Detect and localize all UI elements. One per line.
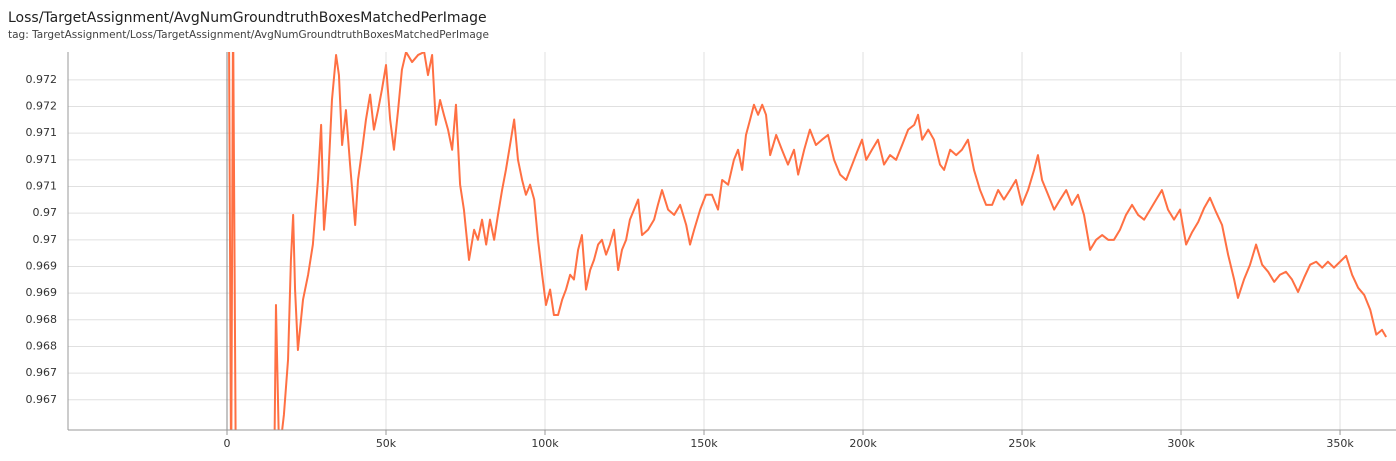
x-tick-label: 100k: [531, 437, 559, 450]
y-tick-label: 0.968: [26, 313, 58, 326]
x-tick-label: 50k: [376, 437, 397, 450]
y-tick-label: 0.969: [26, 286, 58, 299]
y-tick-label: 0.969: [26, 259, 58, 272]
grid: [68, 52, 1396, 430]
y-tick-label: 0.971: [26, 179, 58, 192]
y-tick-label: 0.971: [26, 126, 58, 139]
x-tick-label: 350k: [1326, 437, 1354, 450]
data-line: [228, 52, 1388, 430]
x-tick-label: 300k: [1167, 437, 1195, 450]
y-tick-label: 0.968: [26, 339, 58, 352]
plot-area: [228, 52, 1388, 430]
x-tick-label: 0: [224, 437, 231, 450]
y-tick-label: 0.972: [26, 100, 58, 113]
y-tick-label: 0.972: [26, 73, 58, 86]
y-tick-label: 0.971: [26, 153, 58, 166]
chart-subtitle: tag: TargetAssignment/Loss/TargetAssignm…: [8, 29, 489, 41]
y-tick-label: 0.967: [26, 393, 58, 406]
y-tick-label: 0.967: [26, 366, 58, 379]
chart-title: Loss/TargetAssignment/AvgNumGroundtruthB…: [8, 10, 487, 26]
y-tick-label: 0.97: [33, 206, 58, 219]
x-tick-label: 150k: [690, 437, 718, 450]
x-tick-label: 200k: [849, 437, 877, 450]
x-tick-label: 250k: [1008, 437, 1036, 450]
y-tick-label: 0.97: [33, 233, 58, 246]
